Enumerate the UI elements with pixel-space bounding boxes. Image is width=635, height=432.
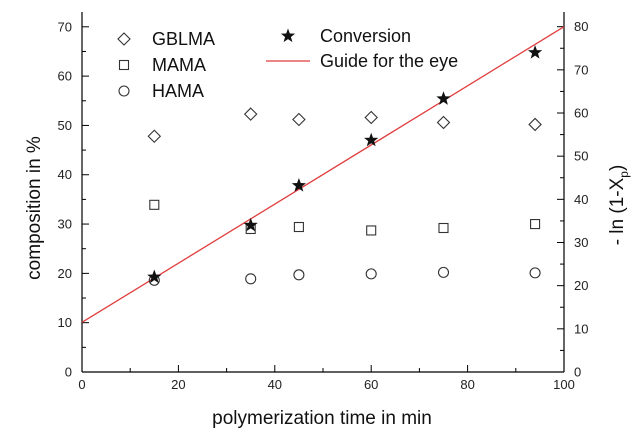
gblma-point: [292, 112, 306, 127]
x-tick-label: 80: [460, 377, 474, 392]
y-right-label-main: - ln (1-X: [607, 177, 628, 245]
y-right-tick-label: 60: [574, 106, 588, 121]
gblma-point: [243, 107, 258, 121]
gblma-point: [436, 115, 451, 130]
x-axis-label: polymerization time in min: [212, 408, 432, 429]
mama-point: [149, 199, 160, 210]
x-tick-label: 60: [364, 377, 378, 392]
x-tick-label: 0: [78, 377, 85, 392]
conversion-point: [291, 178, 307, 192]
hama-point: [365, 268, 377, 280]
y-right-label-close: ): [607, 165, 628, 171]
x-tick-label: 40: [268, 377, 282, 392]
mama-point: [438, 222, 449, 234]
guide-for-the-eye-line: [81, 26, 565, 323]
y-left-tick-label: 20: [58, 266, 72, 281]
y-left-axis-label: composition in %: [24, 136, 45, 280]
conversion-point: [436, 91, 451, 105]
hama-point: [529, 267, 541, 279]
guide-line: [81, 26, 565, 323]
hama-point: [437, 266, 450, 278]
y-left-tick-label: 50: [58, 118, 72, 133]
y-right-label-subscript: p: [617, 171, 631, 178]
mama-point: [293, 221, 304, 233]
legend-mama-marker: [118, 59, 130, 71]
legend-hama-label: HAMA: [152, 81, 204, 101]
conversion-point: [527, 45, 543, 59]
y-right-tick-label: 10: [574, 321, 588, 336]
y-right-tick-label: 40: [574, 192, 588, 207]
conversion-point: [243, 217, 258, 232]
x-tick-label: 20: [171, 377, 185, 392]
gblma-point: [528, 117, 542, 132]
y-right-tick-label: 50: [574, 149, 588, 164]
legend-guide-for-the-eye-label: Guide for the eye: [320, 51, 458, 71]
conversion-point: [147, 269, 162, 284]
hama-point: [245, 273, 257, 285]
y-left-tick-label: 60: [58, 69, 72, 84]
y-left-tick-label: 70: [58, 19, 72, 34]
y-left-tick-label: 10: [58, 315, 72, 330]
legend-mama-label: MAMA: [152, 55, 206, 75]
gblma-point: [364, 110, 378, 125]
legend-conversion-label: Conversion: [320, 26, 411, 46]
legend-gblma-label: GBLMA: [152, 29, 215, 49]
x-tick-label: 100: [553, 377, 575, 392]
y-right-tick-label: 70: [574, 62, 588, 77]
y-right-tick-label: 0: [574, 365, 581, 380]
y-right-tick-label: 20: [574, 278, 588, 293]
y-right-axis-label: - ln (1-Xp): [607, 165, 631, 246]
legend-hama-marker: [118, 85, 130, 97]
y-left-tick-label: 0: [65, 365, 72, 380]
y-right-tick-label: 80: [574, 19, 588, 34]
gblma-point: [147, 129, 162, 144]
ticks: 0 20 40 60 80 1000102030405060700102030405060…: [58, 19, 589, 392]
legend-gblma-marker: [117, 32, 131, 46]
y-left-tick-label: 30: [58, 217, 72, 232]
legend-conversion-marker: [280, 28, 296, 43]
conversion-point: [364, 132, 379, 147]
y-left-tick-label: 40: [58, 167, 72, 182]
legend: GBLMA MAMA HAMA Conversion Guide for the eye: [117, 26, 458, 101]
markers: [147, 45, 543, 286]
mama-point: [530, 219, 541, 230]
mama-point: [366, 225, 377, 236]
hama-point: [293, 269, 305, 281]
y-right-tick-label: 30: [574, 235, 588, 250]
